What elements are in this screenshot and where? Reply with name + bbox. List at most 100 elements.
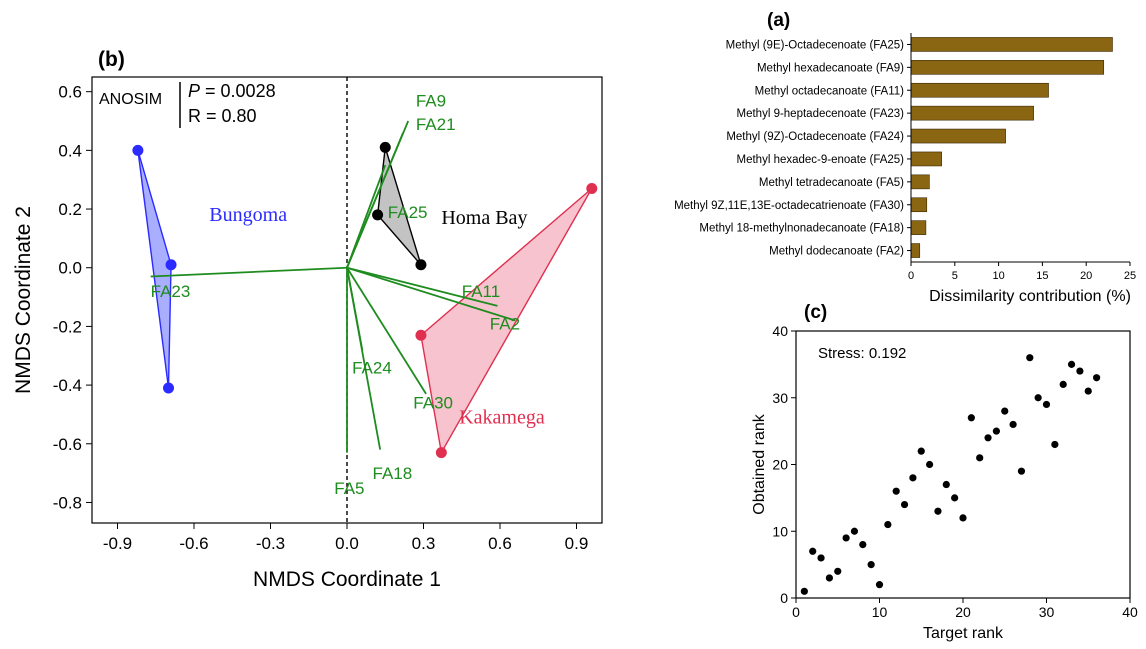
vector-label-fa2: FA2 bbox=[490, 314, 520, 333]
stress-annotation: Stress: 0.192 bbox=[818, 345, 906, 362]
y-tick-label: 10 bbox=[772, 523, 788, 539]
hull-bungoma bbox=[137, 150, 172, 389]
scatter-point bbox=[1084, 387, 1092, 395]
point-kakamega bbox=[415, 329, 427, 341]
x-tick-label: -0.9 bbox=[103, 534, 132, 553]
y-tick-label: -0.6 bbox=[53, 435, 82, 454]
scatter-point bbox=[1093, 374, 1101, 382]
category-label: Methyl 9-heptadecenoate (FA23) bbox=[737, 108, 905, 120]
x-tick-label: 15 bbox=[1036, 270, 1048, 282]
x-tick-label: 0 bbox=[908, 270, 914, 282]
x-tick-label: 5 bbox=[952, 270, 958, 282]
x-tick-label: 20 bbox=[955, 604, 971, 620]
y-tick-label: 0.6 bbox=[58, 83, 82, 102]
anosim-method: ANOSIM bbox=[99, 91, 162, 108]
vector-label-fa23: FA23 bbox=[151, 282, 191, 301]
scatter-point bbox=[892, 487, 900, 495]
scatter-point bbox=[825, 574, 834, 582]
y-tick-label: 0.0 bbox=[58, 259, 82, 278]
anosim-p-value: P = 0.0028 bbox=[188, 81, 276, 101]
hull-homa-bay bbox=[376, 147, 422, 266]
scatter-point bbox=[959, 514, 967, 522]
scatter-point bbox=[859, 541, 867, 549]
category-label: Methyl octadecanoate (FA11) bbox=[755, 85, 905, 97]
bar bbox=[910, 128, 1006, 144]
category-label: Methyl 9Z,11E,13E-octadecatrienoate (FA3… bbox=[674, 200, 904, 212]
bar bbox=[910, 82, 1049, 98]
shepard-panel: (c) 0 10 20 30 40 0 10 20 30 40 Target rank Obtained… bbox=[751, 302, 1138, 642]
vector-fa25 bbox=[346, 164, 387, 269]
panel-label-a: (a) bbox=[767, 10, 790, 31]
x-tick-label: 10 bbox=[872, 604, 888, 620]
y-axis-label: Obtained rank bbox=[751, 413, 768, 515]
category-label: Methyl (9Z)-Octadecenoate (FA24) bbox=[726, 131, 904, 143]
y-tick-label: 30 bbox=[772, 390, 788, 406]
x-tick-label: 0 bbox=[792, 604, 800, 620]
vector-fa11 bbox=[346, 266, 498, 307]
vector-label-fa24: FA24 bbox=[352, 358, 392, 377]
scatter-point bbox=[867, 561, 875, 569]
scatter-point bbox=[884, 520, 892, 529]
bar bbox=[910, 197, 928, 213]
vector-label-fa9: FA9 bbox=[416, 91, 446, 110]
anosim-annotation: ANOSIM P = 0.0028 R = 0.80 bbox=[99, 81, 276, 128]
point-bungoma bbox=[165, 259, 177, 271]
vector-label-fa30: FA30 bbox=[413, 394, 453, 413]
panel-label-c: (c) bbox=[804, 302, 827, 323]
scatter-point bbox=[850, 527, 859, 535]
scatter-point bbox=[934, 507, 942, 515]
point-bungoma bbox=[163, 382, 174, 394]
point-kakamega bbox=[435, 447, 447, 459]
scatter-point bbox=[842, 534, 850, 542]
scatter-point bbox=[967, 414, 975, 422]
point-bungoma bbox=[132, 144, 144, 156]
anosim-r-value: R = 0.80 bbox=[188, 106, 257, 126]
x-tick-label: -0.3 bbox=[256, 534, 285, 553]
x-tick-label: 0.0 bbox=[335, 534, 359, 553]
scatter-point bbox=[976, 454, 984, 462]
x-axis-label: NMDS Coordinate 1 bbox=[253, 568, 441, 591]
y-axis-label: NMDS Coordinate 2 bbox=[12, 206, 35, 394]
y-tick-label: 40 bbox=[772, 323, 788, 339]
category-label: Methyl tetradecanoate (FA5) bbox=[759, 177, 904, 189]
scatter-point bbox=[1067, 360, 1076, 368]
vector-fa23 bbox=[150, 266, 348, 278]
x-tick-label: 0.6 bbox=[488, 534, 512, 553]
point-homa-bay bbox=[415, 259, 427, 271]
panel-label-b: (b) bbox=[98, 48, 125, 71]
scatter-point bbox=[1026, 354, 1034, 362]
scatter-point bbox=[1034, 394, 1042, 402]
vector-label-fa18: FA18 bbox=[373, 464, 413, 483]
dissimilarity-bar-panel: (a) Methyl (9E)-Octadecenoate (FA25) Methy… bbox=[674, 10, 1136, 305]
x-tick-label: 25 bbox=[1124, 270, 1136, 282]
x-tick-label: 20 bbox=[1080, 270, 1092, 282]
bar bbox=[910, 105, 1034, 121]
bar bbox=[910, 151, 942, 167]
category-label: Methyl (9E)-Octadecenoate (FA25) bbox=[726, 39, 904, 51]
category-label: Methyl dodecanoate (FA2) bbox=[769, 246, 904, 258]
bar bbox=[910, 37, 1113, 52]
y-tick-label: -0.8 bbox=[53, 493, 82, 512]
vector-fa2 bbox=[346, 266, 516, 322]
scatter-point bbox=[984, 434, 992, 442]
scatter-point bbox=[917, 447, 925, 455]
x-axis-label: Target rank bbox=[923, 625, 1004, 642]
category-label: Methyl hexadecanoate (FA9) bbox=[757, 62, 904, 74]
p-symbol: P bbox=[188, 81, 200, 101]
scatter-point bbox=[817, 554, 825, 562]
y-tick-label: 20 bbox=[772, 457, 788, 473]
scatter-point bbox=[992, 427, 1001, 435]
hull-kakamega bbox=[420, 187, 593, 455]
vector-fa18 bbox=[346, 267, 382, 450]
nmds-panel: -0.9 -0.6 -0.3 0.0 0.3 0.6 0.9 -0.8 -0.6 -0.4 -0.2… bbox=[12, 48, 603, 591]
y-tick-label: -0.2 bbox=[53, 317, 82, 336]
x-tick-label: 10 bbox=[992, 270, 1004, 282]
scatter-point bbox=[926, 460, 934, 469]
group-label-homa-bay: Homa Bay bbox=[441, 207, 527, 229]
scatter-point bbox=[809, 547, 817, 555]
p-value-text: = 0.0028 bbox=[200, 81, 276, 101]
category-label: Methyl hexadec-9-enoate (FA25) bbox=[737, 154, 905, 166]
scatter-point bbox=[1051, 440, 1059, 449]
scatter-point bbox=[800, 587, 808, 595]
